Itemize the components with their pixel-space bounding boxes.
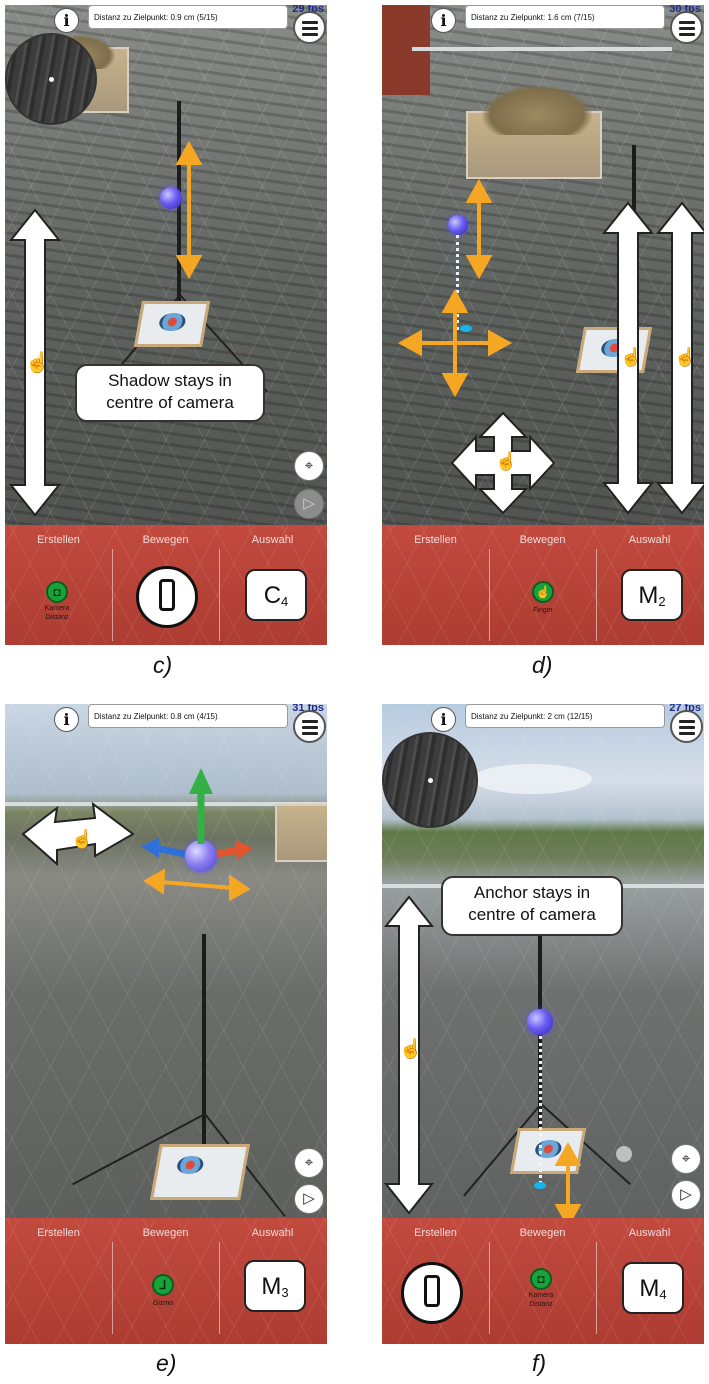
location-pin-icon[interactable]: ⌖ xyxy=(294,451,324,481)
info-icon[interactable]: i xyxy=(54,707,79,732)
gizmo-axes xyxy=(141,768,253,860)
tool-caption: Kamera Distanz xyxy=(44,605,70,621)
distance-readout: Distanz zu Zielpunkt: 2 cm (12/15) xyxy=(465,704,665,728)
tab-erstellen[interactable]: Erstellen xyxy=(37,1227,80,1239)
gizmo-icon[interactable]: ⅃ xyxy=(152,1274,174,1296)
four-way-drag-arrow xyxy=(450,411,556,515)
fps-counter: 27 fps xyxy=(669,704,701,714)
anchor-sphere[interactable] xyxy=(527,1009,553,1035)
tool-caption: Kamera Distanz xyxy=(528,1292,554,1308)
hand-pointer-icon: ☝ xyxy=(495,451,518,471)
annotation-arrows xyxy=(21,768,253,902)
mode-label: M3 xyxy=(244,1260,306,1312)
annotation-arrows xyxy=(383,895,582,1229)
hand-pointer-icon: ☝ xyxy=(25,352,50,374)
tab-auswahl[interactable]: Auswahl xyxy=(251,534,294,546)
camera-distance-arrow-right xyxy=(655,201,704,515)
caption-f: f) xyxy=(532,1350,547,1376)
mode-label: M2 xyxy=(621,569,683,621)
bottom-toolbar: Erstellen Bewegen Auswahl ◘ Kamera Dista… xyxy=(382,1218,704,1344)
camera-distance-arrow-left xyxy=(601,201,655,515)
callout-anchor-centre: Anchor stays in centre of camera xyxy=(441,876,623,936)
panel-f: ☝ Anchor stays in centre of camera i Dis… xyxy=(382,704,704,1344)
vertical-move-arrow xyxy=(175,140,203,280)
fps-counter: 29 fps xyxy=(292,5,324,15)
railing xyxy=(5,802,327,806)
fps-counter: 30 fps xyxy=(669,5,701,15)
camera-distance-arrow xyxy=(383,895,435,1215)
minimap[interactable] xyxy=(382,732,478,828)
finger-icon[interactable]: ☝ xyxy=(532,581,554,603)
caption-e: e) xyxy=(156,1350,177,1376)
menu-icon[interactable] xyxy=(670,710,703,743)
menu-icon[interactable] xyxy=(293,11,326,44)
hand-pointer-icon: ☝ xyxy=(399,1039,423,1060)
tripod-pole xyxy=(202,934,206,1154)
planter-box xyxy=(275,804,327,862)
tab-bewegen[interactable]: Bewegen xyxy=(519,1227,566,1239)
distance-readout: Distanz zu Zielpunkt: 0.8 cm (4/15) xyxy=(88,704,288,728)
hand-pointer-icon: ☝ xyxy=(620,347,643,367)
annotation-arrows xyxy=(397,178,704,515)
menu-icon[interactable] xyxy=(293,710,326,743)
anchor-sphere[interactable] xyxy=(185,840,217,872)
vertical-move-arrow xyxy=(554,1141,582,1229)
hand-pointer-icon: ☝ xyxy=(71,829,94,849)
play-icon[interactable]: ▷ xyxy=(671,1180,701,1210)
info-icon[interactable]: i xyxy=(431,8,456,33)
mode-label: C4 xyxy=(245,569,307,621)
location-pin-icon[interactable]: ⌖ xyxy=(671,1144,701,1174)
camera-distance-icon[interactable]: ◘ xyxy=(530,1268,552,1290)
tab-auswahl[interactable]: Auswahl xyxy=(628,534,671,546)
camera-distance-icon[interactable]: ◘ xyxy=(46,581,68,603)
play-icon[interactable]: ▷ xyxy=(294,489,324,519)
hand-pointer-icon: ☝ xyxy=(674,347,697,367)
fps-counter: 31 fps xyxy=(292,704,324,714)
caption-d: d) xyxy=(532,652,553,678)
distance-readout: Distanz zu Zielpunkt: 0.9 cm (5/15) xyxy=(88,5,288,29)
mode-label: M4 xyxy=(622,1262,684,1314)
panel-c: ☝ Shadow stays in centre of camera i Dis… xyxy=(5,5,327,645)
horizontal-move-arrow xyxy=(143,868,251,902)
annotation-arrows xyxy=(8,140,203,517)
distance-readout: Distanz zu Zielpunkt: 1.6 cm (7/15) xyxy=(465,5,665,29)
tab-erstellen[interactable]: Erstellen xyxy=(414,1227,457,1239)
tab-bewegen[interactable]: Bewegen xyxy=(519,534,566,546)
tab-erstellen[interactable]: Erstellen xyxy=(37,534,80,546)
bottom-toolbar: Erstellen Bewegen Auswahl ◘ Kamera Dista… xyxy=(5,525,327,645)
shadow-dot xyxy=(534,1182,546,1189)
bottom-toolbar: Erstellen Bewegen Auswahl ☝ Finger M2 xyxy=(382,525,704,645)
info-icon[interactable]: i xyxy=(54,8,79,33)
camera-distance-arrow xyxy=(8,208,62,517)
planter-grass xyxy=(482,85,592,135)
plane-move-arrow xyxy=(397,288,513,398)
bottom-toolbar: Erstellen Bewegen Auswahl ⅃ Gizmo M3 xyxy=(5,1218,327,1344)
anchor-sphere[interactable] xyxy=(448,215,468,235)
callout-shadow-centre: Shadow stays in centre of camera xyxy=(75,364,265,422)
tool-caption: Gizmo xyxy=(152,1300,174,1307)
phone-rotate-icon xyxy=(401,1262,463,1324)
vertical-move-arrow xyxy=(465,178,493,280)
play-icon[interactable]: ▷ xyxy=(294,1184,324,1214)
minimap[interactable] xyxy=(5,33,97,125)
tool-caption: Finger xyxy=(533,607,553,614)
panel-d: ☝ ☝ ☝ i Distanz zu Zielpunkt: 1.6 cm (7/… xyxy=(382,5,704,645)
anchor-sphere[interactable] xyxy=(160,187,182,209)
tab-bewegen[interactable]: Bewegen xyxy=(142,1227,189,1239)
menu-icon[interactable] xyxy=(670,11,703,44)
panel-e: ☝ i Distanz zu Zielpunkt: 0.8 cm (4/15) … xyxy=(5,704,327,1344)
caption-c: c) xyxy=(153,652,173,678)
phone-rotate-icon xyxy=(136,566,198,628)
tab-auswahl[interactable]: Auswahl xyxy=(251,1227,294,1239)
tab-auswahl[interactable]: Auswahl xyxy=(628,1227,671,1239)
two-way-drag-arrow xyxy=(21,801,135,867)
tripod-pole xyxy=(177,101,181,311)
tab-bewegen[interactable]: Bewegen xyxy=(142,534,189,546)
railing xyxy=(412,47,672,51)
info-icon[interactable]: i xyxy=(431,707,456,732)
shadow-dot xyxy=(460,325,472,332)
location-pin-icon[interactable]: ⌖ xyxy=(294,1148,324,1178)
tab-erstellen[interactable]: Erstellen xyxy=(414,534,457,546)
